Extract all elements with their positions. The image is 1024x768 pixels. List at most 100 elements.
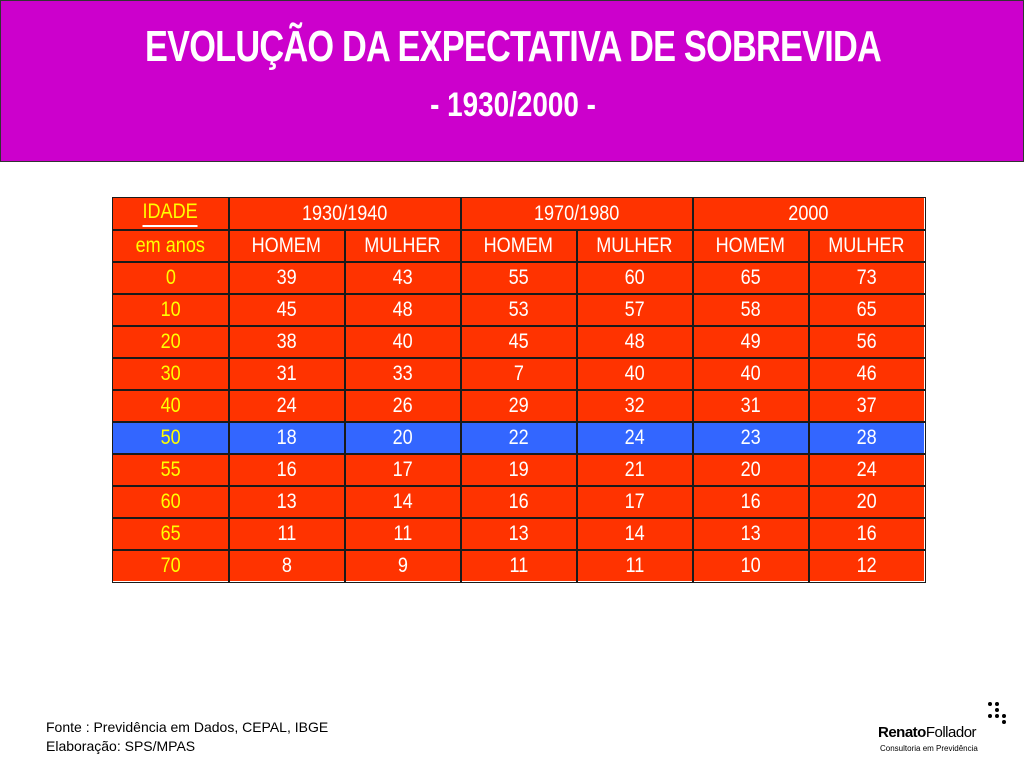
table-row: 20 38 40 45 48 49 56 <box>111 324 926 359</box>
value-cell: 37 <box>807 388 926 423</box>
sex-header: MULHER <box>575 228 694 263</box>
sex-header: MULHER <box>343 228 462 263</box>
value-cell: 49 <box>691 324 810 359</box>
age-cell: 30 <box>111 356 230 391</box>
value-cell: 43 <box>343 260 462 295</box>
table-row: 40 24 26 29 32 31 37 <box>111 388 926 423</box>
value-cell: 22 <box>459 420 578 455</box>
value-cell: 13 <box>227 484 346 519</box>
value-cell: 20 <box>343 420 462 455</box>
value-cell: 17 <box>343 452 462 487</box>
value-cell: 38 <box>227 324 346 359</box>
sex-header: HOMEM <box>459 228 578 263</box>
value-cell: 7 <box>459 356 578 391</box>
column-header-age-unit: em anos <box>111 228 230 263</box>
elaboration-note: Elaboração: SPS/MPAS <box>46 738 196 754</box>
value-cell: 24 <box>575 420 694 455</box>
value-cell: 39 <box>227 260 346 295</box>
age-cell: 65 <box>111 516 230 551</box>
value-cell: 53 <box>459 292 578 327</box>
sex-header: HOMEM <box>227 228 346 263</box>
value-cell: 24 <box>807 452 926 487</box>
value-cell: 16 <box>227 452 346 487</box>
value-cell: 8 <box>227 548 346 583</box>
header-band: EVOLUÇÃO DA EXPECTATIVA DE SOBREVIDA - 1… <box>0 0 1024 162</box>
column-header-age: IDADE <box>111 196 230 231</box>
value-cell: 16 <box>807 516 926 551</box>
page-subtitle: - 1930/2000 - <box>430 86 596 124</box>
value-cell: 20 <box>807 484 926 519</box>
value-cell: 14 <box>343 484 462 519</box>
value-cell: 40 <box>575 356 694 391</box>
value-cell: 55 <box>459 260 578 295</box>
table-row: 0 39 43 55 60 65 73 <box>111 260 926 295</box>
value-cell: 19 <box>459 452 578 487</box>
value-cell: 48 <box>343 292 462 327</box>
value-cell: 21 <box>575 452 694 487</box>
value-cell: 10 <box>691 548 810 583</box>
value-cell: 16 <box>459 484 578 519</box>
value-cell: 40 <box>691 356 810 391</box>
logo-name: RenatoFollador <box>878 724 977 741</box>
sex-header: HOMEM <box>691 228 810 263</box>
footer-notes: Fonte : Previdência em Dados, CEPAL, IBG… <box>46 718 328 756</box>
value-cell: 33 <box>343 356 462 391</box>
period-header: 1970/1980 <box>459 196 694 231</box>
value-cell: 13 <box>459 516 578 551</box>
value-cell: 57 <box>575 292 694 327</box>
value-cell: 13 <box>691 516 810 551</box>
age-cell: 0 <box>111 260 230 295</box>
age-cell: 10 <box>111 292 230 327</box>
age-cell: 55 <box>111 452 230 487</box>
age-cell: 40 <box>111 388 230 423</box>
value-cell: 28 <box>807 420 926 455</box>
value-cell: 60 <box>575 260 694 295</box>
value-cell: 18 <box>227 420 346 455</box>
sex-header: MULHER <box>807 228 926 263</box>
age-cell: 60 <box>111 484 230 519</box>
value-cell: 11 <box>459 548 578 583</box>
value-cell: 24 <box>227 388 346 423</box>
value-cell: 56 <box>807 324 926 359</box>
value-cell: 45 <box>227 292 346 327</box>
value-cell: 31 <box>691 388 810 423</box>
value-cell: 29 <box>459 388 578 423</box>
value-cell: 48 <box>575 324 694 359</box>
value-cell: 11 <box>343 516 462 551</box>
value-cell: 11 <box>575 548 694 583</box>
age-cell: 50 <box>111 420 230 455</box>
table-row: 50 18 20 22 24 23 28 <box>111 420 926 455</box>
value-cell: 17 <box>575 484 694 519</box>
value-cell: 14 <box>575 516 694 551</box>
value-cell: 23 <box>691 420 810 455</box>
value-cell: 20 <box>691 452 810 487</box>
brand-logo: RenatoFollador Consultoria em Previdênci… <box>876 700 1016 760</box>
value-cell: 31 <box>227 356 346 391</box>
table-row: 60 13 14 16 17 16 20 <box>111 484 926 519</box>
table-row: 30 31 33 7 40 40 46 <box>111 356 926 391</box>
value-cell: 45 <box>459 324 578 359</box>
value-cell: 58 <box>691 292 810 327</box>
table-row: 10 45 48 53 57 58 65 <box>111 292 926 327</box>
value-cell: 26 <box>343 388 462 423</box>
value-cell: 65 <box>691 260 810 295</box>
table-row: 70 8 9 11 11 10 12 <box>111 548 926 583</box>
value-cell: 40 <box>343 324 462 359</box>
logo-tagline: Consultoria em Previdência <box>880 744 978 753</box>
page-title: EVOLUÇÃO DA EXPECTATIVA DE SOBREVIDA <box>145 22 882 71</box>
survival-expectancy-table: IDADE 1930/1940 1970/1980 2000 em anos H… <box>111 196 926 583</box>
period-header: 1930/1940 <box>227 196 462 231</box>
value-cell: 46 <box>807 356 926 391</box>
value-cell: 65 <box>807 292 926 327</box>
table-header-row-sexes: em anos HOMEM MULHER HOMEM MULHER HOMEM … <box>111 228 926 263</box>
table-header-row-periods: IDADE 1930/1940 1970/1980 2000 <box>111 196 926 231</box>
value-cell: 12 <box>807 548 926 583</box>
value-cell: 73 <box>807 260 926 295</box>
period-header: 2000 <box>691 196 926 231</box>
value-cell: 9 <box>343 548 462 583</box>
value-cell: 32 <box>575 388 694 423</box>
table-row: 65 11 11 13 14 13 16 <box>111 516 926 551</box>
age-cell: 70 <box>111 548 230 583</box>
age-cell: 20 <box>111 324 230 359</box>
value-cell: 11 <box>227 516 346 551</box>
